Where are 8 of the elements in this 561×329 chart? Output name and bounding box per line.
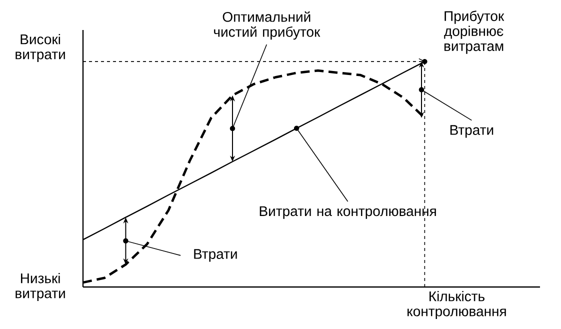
x-axis-title: Кількість контролювання	[408, 291, 506, 320]
text: Втрати	[450, 125, 494, 138]
annotation: Втрати	[194, 249, 237, 262]
text: Прибуток дорівнює витратам	[444, 10, 504, 54]
annotation: Витрати на контролювання	[260, 206, 436, 219]
text: Оптимальний чистий прибуток	[214, 11, 320, 40]
text: Низькі витрати	[16, 272, 65, 302]
y-axis-title: Високі витрати	[16, 34, 65, 62]
